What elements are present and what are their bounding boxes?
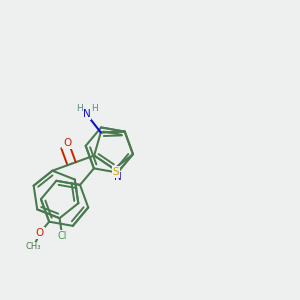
- Text: H: H: [76, 104, 83, 113]
- Text: Cl: Cl: [57, 231, 67, 241]
- Text: CH₃: CH₃: [26, 242, 41, 251]
- Text: N: N: [83, 110, 91, 119]
- Text: N: N: [114, 172, 122, 182]
- Text: O: O: [63, 139, 71, 148]
- Text: S: S: [112, 167, 119, 177]
- Text: O: O: [36, 228, 44, 238]
- Text: H: H: [91, 104, 98, 113]
